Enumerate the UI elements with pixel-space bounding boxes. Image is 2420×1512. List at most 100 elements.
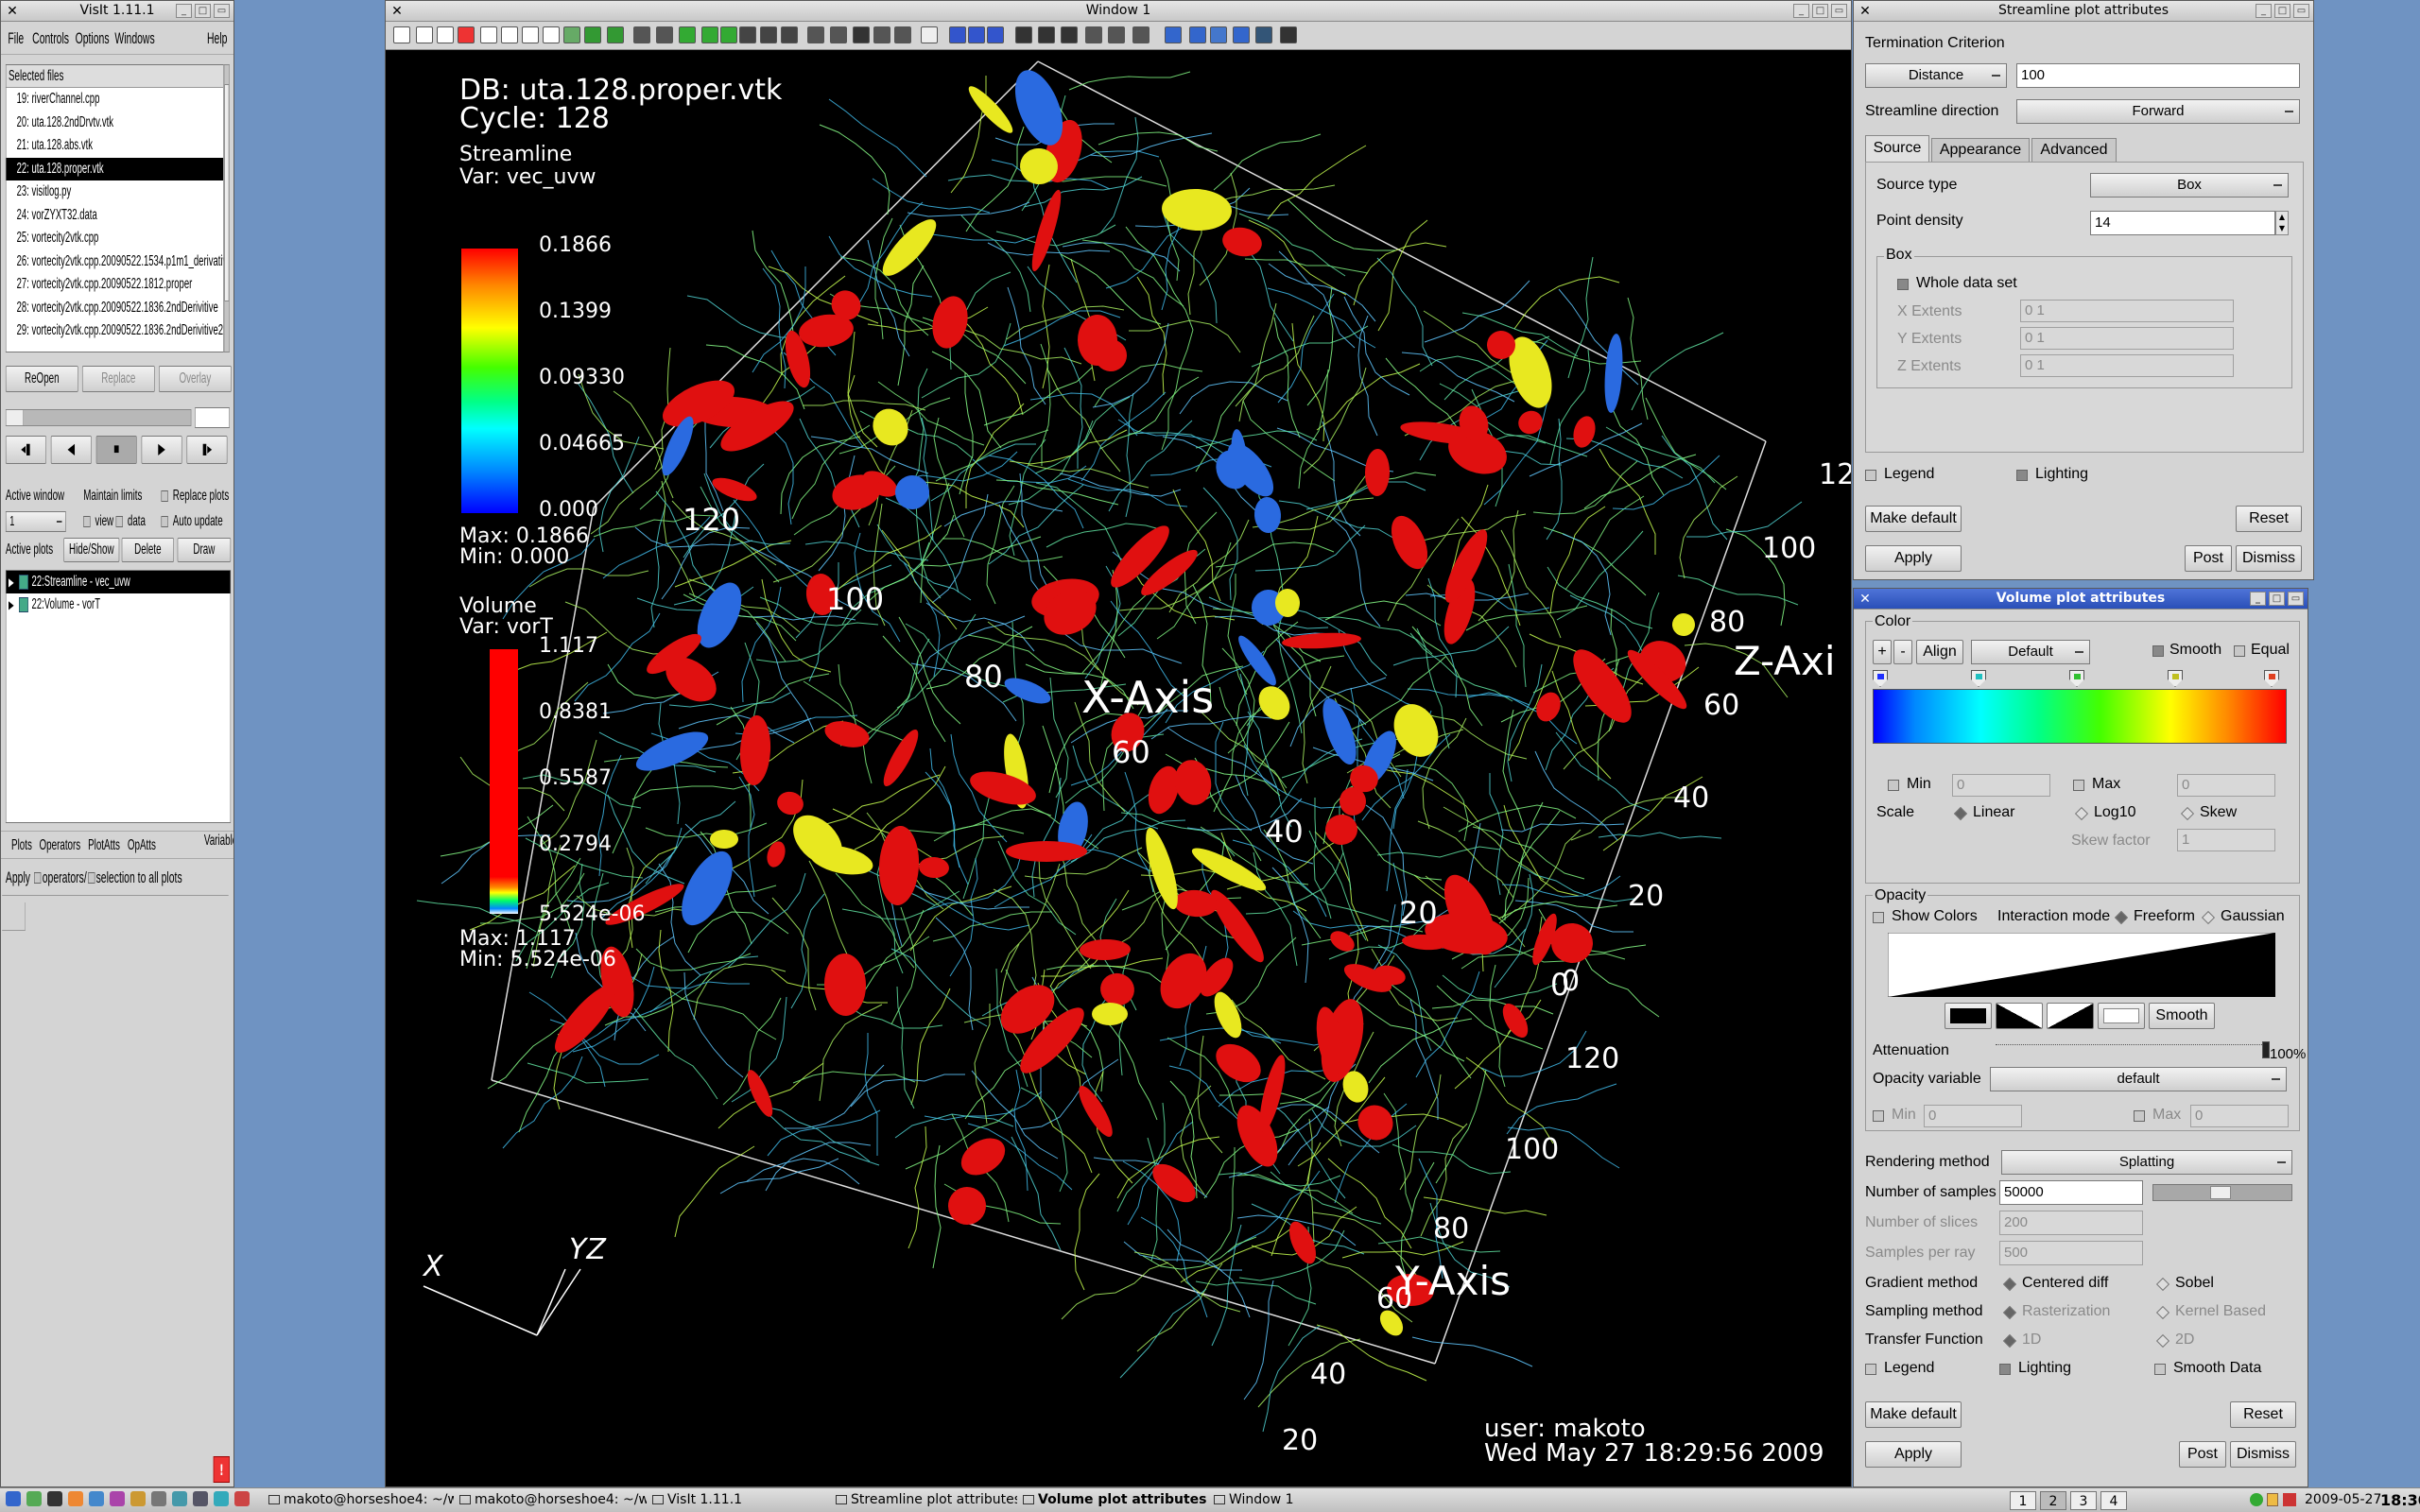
minimize-icon[interactable]: _ [1793,4,1809,18]
layout-1-icon[interactable] [480,26,497,43]
maximize-icon[interactable]: □ [2274,4,2290,18]
file-list-scrollbar[interactable] [223,64,230,352]
opacity-curve-editor[interactable] [1888,933,2275,997]
file-list-item[interactable]: 24: vorZYXT32.data [16,206,97,223]
default-colortable-select[interactable]: Default [1971,640,2090,664]
z-extents-input[interactable]: 0 1 [2020,354,2234,377]
plot-2-icon[interactable] [701,26,718,43]
apply-operators-checkbox[interactable] [34,872,42,884]
min-checkbox[interactable] [1888,780,1899,791]
opatts-menu[interactable]: OpAtts [127,837,156,853]
opacity-smooth-button[interactable]: Smooth [2149,1003,2215,1029]
axis-n-icon[interactable] [1061,26,1078,43]
tools-icon[interactable] [1280,26,1297,43]
legend-checkbox[interactable] [1865,1364,1876,1375]
visit-main-titlebar[interactable]: ✕ VisIt 1.11.1 _ □ ▭ [1,1,233,22]
tool-icon[interactable] [1255,26,1272,43]
settings-icon[interactable] [151,1491,166,1506]
expand-arrow-icon[interactable]: ▶ [8,598,14,611]
opacity-ramp-up-button[interactable] [1996,1003,2043,1029]
x-extents-input[interactable]: 0 1 [2020,300,2234,322]
menu-icon[interactable] [6,1491,21,1506]
light-icon[interactable] [949,26,966,43]
active-window-select[interactable]: 1 [5,511,66,532]
color-control-points[interactable] [1873,670,2289,689]
max-input[interactable]: 0 [2177,774,2275,797]
step-back-button[interactable]: ◂▮ [5,436,46,464]
file-list-item[interactable]: 26: vortecity2vtk.cpp.20090522.1534.p1m1… [16,252,224,269]
color-control-point-icon[interactable] [1971,670,1986,687]
max-checkbox[interactable] [2073,780,2084,791]
time-slider[interactable] [5,409,192,426]
taskbar-item[interactable]: VisIt 1.11.1 [652,1488,830,1512]
menu-options[interactable]: Options [75,29,110,47]
globe-icon[interactable] [1233,26,1250,43]
close-icon[interactable]: ✕ [391,4,403,19]
replace-button[interactable]: Replace [81,366,155,392]
lighting-checkbox[interactable] [2016,470,2028,481]
point-density-input[interactable]: 14 [2090,211,2275,235]
overlay-button[interactable]: Overlay [159,366,232,392]
layout-4-icon[interactable] [522,26,539,43]
error-indicator-icon[interactable]: ! [213,1456,230,1483]
show-colors-checkbox[interactable] [1873,912,1884,923]
stop-icon[interactable] [853,26,870,43]
maximize-icon[interactable]: □ [1812,4,1828,18]
add-point-button[interactable]: + [1873,640,1892,664]
files-icon[interactable] [130,1491,146,1506]
desktop-switcher-4[interactable]: 4 [2100,1491,2127,1510]
window-icon[interactable] [393,26,410,43]
rasterization-radio[interactable] [2002,1305,2017,1320]
rendering-method-select[interactable]: Splatting [2001,1150,2292,1175]
file-list-item[interactable]: 21: uta.128.abs.vtk [16,137,94,153]
light-2-icon[interactable] [968,26,985,43]
back-icon[interactable] [830,26,847,43]
navigate-icon[interactable] [607,26,624,43]
opacity-min-checkbox[interactable] [1873,1110,1884,1122]
step-forward-icon[interactable] [894,26,911,43]
post-button[interactable]: Post [2185,545,2232,572]
menu-help[interactable]: Help [206,29,228,47]
num-samples-slider[interactable] [2152,1184,2292,1201]
file-list-item[interactable]: 28: vortecity2vtk.cpp.20090522.1836.2ndD… [16,299,218,316]
plot-4-icon[interactable] [739,26,756,43]
taskbar-item[interactable]: makoto@horseshoe4: ~/wor [268,1488,454,1512]
spin-icon[interactable] [1132,26,1150,43]
render-canvas[interactable] [386,50,1852,1487]
play-icon[interactable] [873,26,890,43]
maximize-icon[interactable]: □ [2269,592,2285,606]
centered-diff-radio[interactable] [2002,1277,2017,1292]
monitor-icon[interactable] [193,1491,208,1506]
reopen-button[interactable]: ReOpen [5,366,78,392]
pick-icon[interactable] [584,26,601,43]
plotatts-menu[interactable]: PlotAtts [88,837,120,853]
equal-checkbox[interactable] [2234,645,2245,657]
opacity-white-button[interactable] [2098,1003,2145,1029]
light-3-icon[interactable] [987,26,1004,43]
dismiss-button[interactable]: Dismiss [2236,545,2302,572]
mail-icon[interactable] [89,1491,104,1506]
opacity-variable-select[interactable]: default [1990,1067,2287,1091]
network-icon[interactable] [2250,1493,2263,1506]
layout-2-icon[interactable] [501,26,518,43]
app-icon[interactable] [234,1491,250,1506]
lighting-checkbox[interactable] [1999,1364,2011,1375]
plot-list-item[interactable]: ▶ 22:Streamline - vec_uvw [6,571,231,593]
opacity-min-input[interactable]: 0 [1924,1105,2022,1127]
plot-6-icon[interactable] [781,26,798,43]
file-list[interactable]: Selected files 19: riverChannel.cpp 20: u… [5,64,224,352]
file-list-item[interactable]: 23: visitlog.py [16,183,72,199]
plot-icon[interactable] [679,26,696,43]
kernel-based-radio[interactable] [2155,1305,2170,1320]
color-ramp[interactable] [1873,689,2287,744]
taskbar-item[interactable]: Window 1 [1214,1488,1327,1512]
stop-button[interactable]: ■ [95,436,137,464]
file-list-item[interactable]: 27: vortecity2vtk.cpp.20090522.1812.prop… [16,276,193,292]
expand-arrow-icon[interactable]: ▶ [8,576,14,589]
color-control-point-icon[interactable] [2264,670,2279,687]
step-back-icon[interactable] [807,26,824,43]
tab-source[interactable]: Source [1865,135,1929,162]
menu-controls[interactable]: Controls [32,29,70,47]
smooth-data-checkbox[interactable] [2154,1364,2166,1375]
file-list-item[interactable]: 19: riverChannel.cpp [16,91,100,107]
